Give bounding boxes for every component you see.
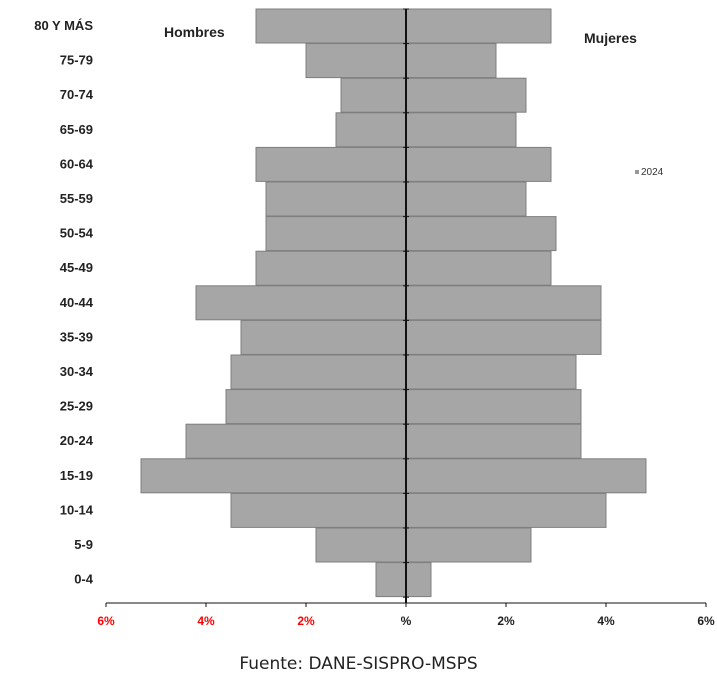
age-label: 70-74: [60, 87, 94, 102]
age-label: 35-39: [60, 329, 93, 344]
x-tick-label: 6%: [97, 614, 115, 628]
age-label: 25-29: [60, 399, 93, 414]
bar-mujeres: [405, 8, 552, 44]
legend-swatch: [635, 170, 639, 174]
age-label: 40-44: [60, 295, 94, 310]
bar-mujeres: [405, 423, 582, 459]
age-label: 10-14: [60, 502, 94, 517]
bar-mujeres: [405, 562, 432, 598]
bar-mujeres: [405, 319, 602, 355]
population-pyramid-chart: 80 Y MÁS 75-79 70-74 65-69 60-64 55-59 50-54 45…: [34, 8, 715, 628]
bar-mujeres: [405, 285, 602, 321]
bar-hombres: [305, 43, 407, 79]
bar-hombres: [185, 423, 407, 459]
source-caption: Fuente: DANE-SISPRO-MSPS: [239, 654, 478, 674]
series-label-hombres: Hombres: [164, 24, 225, 40]
bar-hombres: [230, 354, 407, 390]
bar-mujeres: [405, 77, 527, 113]
bar-hombres: [255, 250, 407, 286]
age-label: 60-64: [60, 156, 94, 171]
bar-hombres: [335, 112, 407, 148]
bars-layer: [140, 8, 647, 598]
bar-hombres: [315, 527, 407, 563]
x-tick-label: 4%: [197, 614, 215, 628]
series-label-mujeres: Mujeres: [584, 30, 637, 46]
x-tick-label: 4%: [597, 614, 615, 628]
bar-hombres: [265, 181, 407, 217]
bar-mujeres: [405, 181, 527, 217]
bar-hombres: [375, 562, 407, 598]
legend: 2024: [635, 167, 664, 178]
bar-mujeres: [405, 492, 607, 528]
bar-hombres: [255, 146, 407, 182]
age-label: 65-69: [60, 122, 93, 137]
x-axis-ticks: 6% 4% 2%% 2% 4% 6%: [97, 603, 715, 628]
bar-mujeres: [405, 43, 497, 79]
bar-hombres: [255, 8, 407, 44]
bar-mujeres: [405, 354, 577, 390]
bar-hombres: [225, 389, 407, 425]
age-label: 0-4: [74, 572, 94, 587]
bar-mujeres: [405, 527, 532, 563]
bar-hombres: [140, 458, 407, 494]
age-label: 20-24: [60, 433, 94, 448]
age-label: 80 Y MÁS: [34, 18, 93, 33]
bar-hombres: [230, 492, 407, 528]
bar-hombres: [240, 319, 407, 355]
bar-mujeres: [405, 216, 557, 252]
bar-mujeres: [405, 250, 552, 286]
bar-mujeres: [405, 389, 582, 425]
bar-mujeres: [405, 146, 552, 182]
x-tick-label: 6%: [697, 614, 715, 628]
x-tick-label: 2%: [497, 614, 515, 628]
age-label: 55-59: [60, 191, 93, 206]
age-label: 30-34: [60, 364, 94, 379]
age-label: 75-79: [60, 53, 93, 68]
x-tick-label: %: [401, 614, 412, 628]
legend-label: 2024: [641, 167, 664, 178]
age-label: 45-49: [60, 260, 93, 275]
age-labels-layer: 80 Y MÁS 75-79 70-74 65-69 60-64 55-59 50-54 45…: [34, 18, 94, 587]
age-label: 50-54: [60, 226, 94, 241]
age-label: 15-19: [60, 468, 93, 483]
bar-mujeres: [405, 458, 647, 494]
bar-hombres: [265, 216, 407, 252]
age-label: 5-9: [74, 537, 93, 552]
x-tick-label: 2%: [297, 614, 315, 628]
center-axis-ticks: [403, 8, 409, 598]
bar-hombres: [340, 77, 407, 113]
bar-mujeres: [405, 112, 517, 148]
bar-hombres: [195, 285, 407, 321]
